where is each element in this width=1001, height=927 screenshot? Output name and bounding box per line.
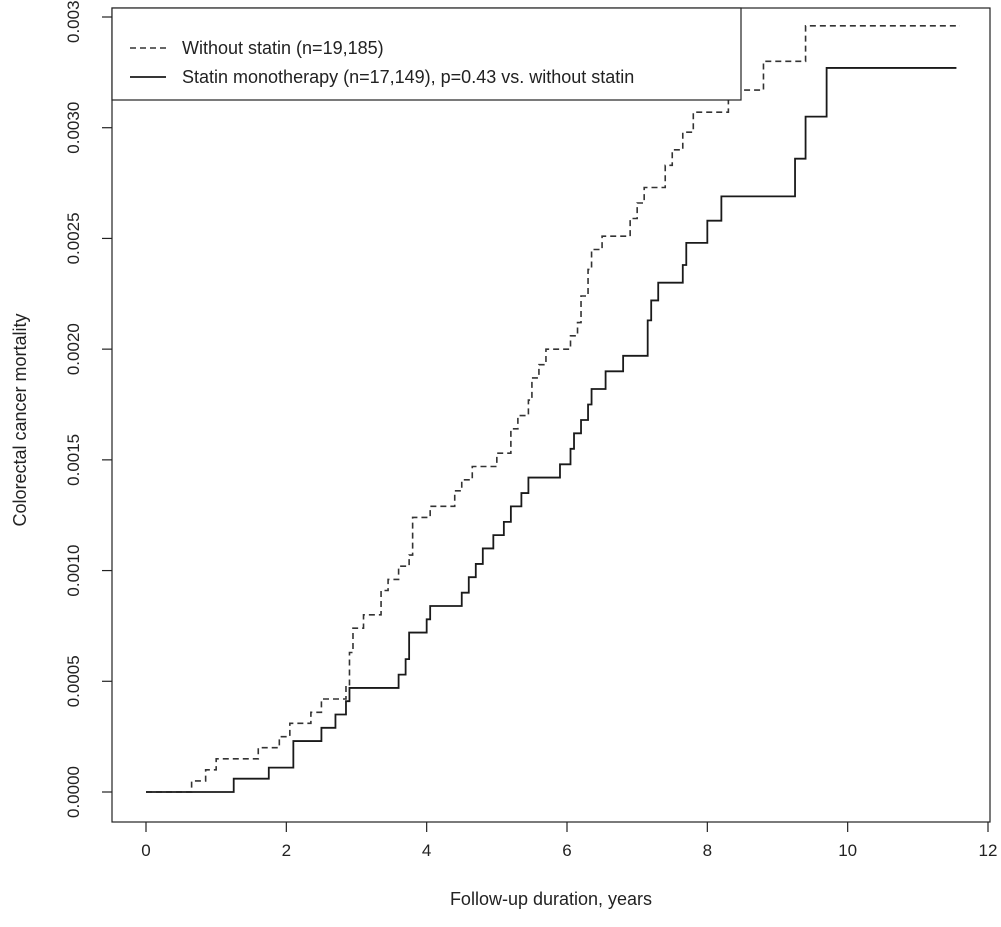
legend-label-statin-monotherapy: Statin monotherapy (n=17,149), p=0.43 vs… xyxy=(182,67,634,87)
x-tick-label: 2 xyxy=(282,841,291,860)
y-axis-label: Colorectal cancer mortality xyxy=(10,313,30,526)
series-layer xyxy=(146,25,960,793)
x-tick-label: 4 xyxy=(422,841,431,860)
x-axis-label: Follow-up duration, years xyxy=(450,889,652,909)
legend: Without statin (n=19,185) Statin monothe… xyxy=(111,7,742,101)
y-tick-label: 0.0010 xyxy=(64,545,83,597)
y-tick-label: 0.0035 xyxy=(64,0,83,43)
y-tick-label: 0.0025 xyxy=(64,212,83,264)
x-tick-label: 10 xyxy=(838,841,857,860)
plot-frame xyxy=(111,7,991,823)
x-tick-label: 0 xyxy=(141,841,150,860)
series-line-statin-monotherapy xyxy=(146,67,957,793)
y-tick-label: 0.0000 xyxy=(64,766,83,818)
y-axis: 0.0000 0.0005 0.0010 0.0015 0.0020 0.0025 0.00… xyxy=(64,0,112,818)
series-line-without-statin xyxy=(146,25,960,793)
legend-label-without-statin: Without statin (n=19,185) xyxy=(182,38,384,58)
x-tick-label: 6 xyxy=(562,841,571,860)
x-tick-label: 12 xyxy=(979,841,998,860)
x-tick-label: 8 xyxy=(703,841,712,860)
y-tick-label: 0.0030 xyxy=(64,102,83,154)
y-tick-label: 0.0020 xyxy=(64,323,83,375)
x-axis: 0 2 4 6 8 10 12 xyxy=(141,822,997,860)
y-tick-label: 0.0005 xyxy=(64,655,83,707)
legend-box xyxy=(111,7,742,101)
y-tick-label: 0.0015 xyxy=(64,434,83,486)
